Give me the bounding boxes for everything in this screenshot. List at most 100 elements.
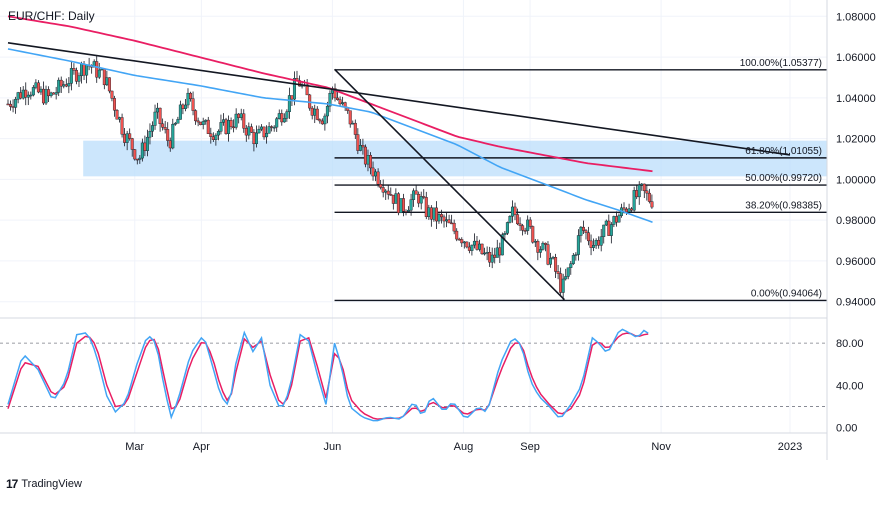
- candle-body: [462, 241, 466, 244]
- candle-body: [640, 183, 644, 186]
- candle-body: [625, 208, 629, 213]
- price-tick-label: 1.02000: [836, 134, 876, 146]
- candle-body: [569, 263, 573, 268]
- candle-body: [554, 257, 558, 272]
- candle-body: [318, 119, 322, 122]
- candle-body: [252, 132, 256, 145]
- candle-body: [11, 106, 15, 108]
- candle-body: [135, 158, 139, 161]
- candle-body: [513, 206, 517, 215]
- candle-body: [447, 219, 451, 224]
- candle-body: [432, 207, 436, 220]
- candle-body: [351, 122, 355, 125]
- tradingview-branding[interactable]: 17 TradingView: [6, 477, 82, 491]
- candle-body: [614, 216, 618, 223]
- candle-body: [16, 92, 20, 100]
- candle-body: [145, 136, 149, 151]
- candle-body: [371, 167, 375, 177]
- fibonacci-retracement[interactable]: 100.00%(1.05377) 61.80%(1.01055) 50.00%(0.…: [334, 58, 827, 302]
- candle-body: [254, 132, 258, 145]
- tradingview-label: TradingView: [21, 478, 82, 490]
- candle-body: [363, 146, 367, 165]
- candle-body: [503, 233, 507, 235]
- candle-body: [204, 119, 208, 122]
- candle-body: [366, 155, 370, 165]
- candle-body: [561, 278, 565, 293]
- candlesticks: [6, 55, 654, 301]
- trendlines[interactable]: [7, 42, 791, 301]
- candle-body: [292, 78, 296, 100]
- candle-body: [531, 226, 535, 243]
- candle-body: [516, 214, 520, 225]
- candle-body: [209, 133, 213, 137]
- stochastic-pane: [0, 328, 827, 422]
- candle-body: [607, 220, 611, 236]
- candle-body: [280, 113, 284, 123]
- candle-body: [394, 193, 398, 204]
- candle-body: [277, 113, 281, 119]
- candle-body: [95, 61, 99, 78]
- candle-body: [538, 249, 542, 253]
- price-axis[interactable]: 1.08000 1.06000 1.04000 1.02000 1.00000 0.980…: [836, 11, 876, 308]
- candle-body: [315, 108, 319, 120]
- candle-body: [647, 192, 651, 202]
- candle-body: [564, 276, 568, 280]
- candle-body: [39, 88, 43, 93]
- candle-body: [21, 89, 25, 99]
- time-axis[interactable]: Mar Apr Jun Aug Sep Nov 2023: [125, 441, 802, 453]
- candle-body: [510, 206, 514, 217]
- candle-body: [310, 107, 314, 116]
- candle-body: [57, 79, 61, 93]
- candle-body: [579, 226, 583, 236]
- candle-body: [325, 105, 329, 117]
- candle-body: [110, 90, 114, 99]
- candle-body: [460, 239, 464, 244]
- candle-body: [100, 68, 104, 71]
- candle-body: [592, 245, 596, 248]
- candle-body: [24, 89, 28, 98]
- candle-body: [353, 122, 357, 135]
- candle-body: [495, 247, 499, 258]
- candle-body: [191, 98, 195, 111]
- candle-body: [485, 252, 489, 254]
- price-tick-label: 1.00000: [836, 174, 876, 186]
- candle-body: [336, 97, 340, 100]
- candle-body: [374, 171, 378, 177]
- candle-body: [229, 120, 233, 128]
- candle-body: [566, 267, 570, 277]
- candle-body: [118, 117, 122, 120]
- candle-body: [265, 133, 269, 138]
- candle-body: [196, 120, 200, 123]
- candle-body: [74, 70, 78, 82]
- candle-body: [445, 219, 449, 222]
- trendline[interactable]: [7, 42, 791, 156]
- trendline[interactable]: [333, 68, 565, 301]
- candle-body: [401, 198, 405, 212]
- candle-body: [637, 184, 641, 198]
- candle-body: [69, 68, 73, 84]
- candle-body: [632, 190, 636, 211]
- candle-body: [54, 92, 58, 95]
- candle-body: [199, 121, 203, 125]
- candle-body: [645, 190, 649, 194]
- candle-body: [386, 190, 390, 195]
- candle-body: [224, 119, 228, 134]
- candle-body: [376, 171, 380, 185]
- fib-level-label: 0.00%(0.94064): [751, 288, 822, 299]
- stochastic-tick-label: 80.00: [836, 338, 864, 350]
- fib-level-label: 61.80%(1.01055): [745, 146, 822, 157]
- candle-body: [80, 63, 84, 76]
- main-pane-grid: [0, 0, 827, 433]
- stochastic-axis[interactable]: 80.00 40.00 0.00: [836, 338, 864, 435]
- candle-body: [85, 64, 89, 76]
- candle-body: [52, 92, 56, 95]
- candle-body: [82, 63, 86, 76]
- candle-body: [414, 190, 418, 195]
- candle-body: [379, 184, 383, 188]
- candle-body: [320, 120, 324, 125]
- candle-body: [62, 84, 66, 87]
- candle-body: [407, 209, 411, 212]
- candle-body: [412, 190, 416, 200]
